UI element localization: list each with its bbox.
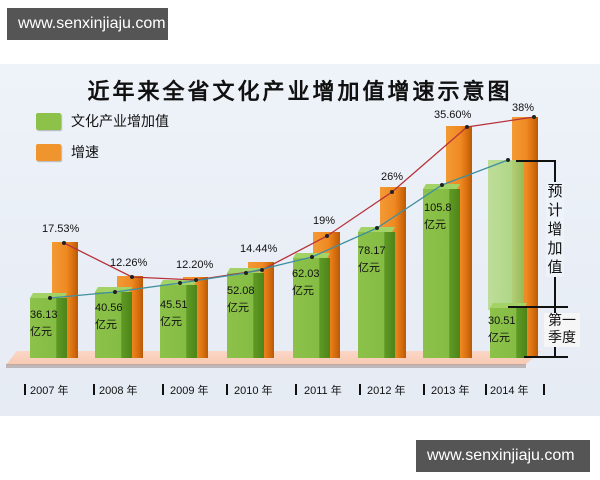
growth-line (63, 116, 535, 281)
projected-char: 增 (547, 220, 563, 238)
value-unit: 亿元 (30, 326, 52, 338)
value-bar-2008 (95, 292, 132, 358)
axis-tick (485, 384, 487, 395)
q1-label: 第一 季度 (544, 313, 580, 347)
watermark-bottom: www.senxinjiaju.com (416, 440, 590, 472)
value-number: 62.03 (292, 268, 320, 280)
value-number: 30.51 (488, 315, 516, 327)
value-label-2007: 36.13 亿元 (30, 307, 58, 341)
chart-title: 近年来全省文化产业增加值增速示意图 (87, 80, 513, 105)
chart-floor-shadow (6, 364, 526, 368)
value-unit: 亿元 (358, 262, 380, 274)
value-label-2011: 62.03 亿元 (292, 266, 320, 300)
axis-tick (162, 384, 164, 395)
growth-label-2014: 38% (512, 102, 535, 114)
watermark-top: www.senxinjiaju.com (7, 8, 168, 40)
value-bar-top-2008 (95, 287, 132, 292)
axis-tick (93, 384, 95, 395)
growth-label-2011: 19% (313, 215, 336, 227)
value-unit: 亿元 (424, 219, 446, 231)
growth-label-2010: 14.44% (240, 243, 278, 255)
value-unit: 亿元 (292, 285, 314, 297)
x-label-2008: 2008 年 (99, 385, 138, 397)
bracket-top (516, 160, 556, 162)
x-label-2009: 2009 年 (170, 385, 209, 397)
value-label-2013: 105.8 亿元 (424, 200, 452, 234)
projected-char: 加 (547, 239, 563, 257)
value-bar-top-2010 (227, 268, 264, 273)
growth-label-2013: 35.60% (434, 109, 472, 121)
q1-line1: 第一 (548, 313, 576, 329)
value-bar-2010 (227, 273, 264, 358)
value-bar-2007 (30, 298, 67, 358)
value-label-2014: 30.51 亿元 (488, 313, 516, 347)
axis-tick (543, 384, 545, 395)
bracket-bottom (524, 356, 568, 358)
trend-lines (48, 115, 536, 300)
value-number: 78.17 (358, 245, 386, 257)
x-label-2011: 2011 年 (304, 385, 342, 397)
value-unit: 亿元 (227, 302, 249, 314)
x-label-2012: 2012 年 (367, 385, 406, 397)
growth-label-2008: 12.26% (110, 257, 148, 269)
axis-tick (295, 384, 297, 395)
q1-line2: 季度 (548, 330, 576, 346)
value-unit: 亿元 (488, 332, 510, 344)
legend-item-growth: 增速 (36, 143, 99, 161)
axis-tick (24, 384, 26, 395)
value-unit: 亿元 (160, 316, 182, 328)
axis-tick (423, 384, 425, 395)
value-bar-2013 (423, 189, 460, 358)
value-number: 52.08 (227, 285, 255, 297)
legend-label: 增速 (71, 145, 99, 161)
value-bar-2012 (358, 232, 395, 358)
value-number: 40.56 (95, 302, 123, 314)
legend-swatch-orange (36, 143, 61, 161)
growth-label-2012: 26% (381, 171, 404, 183)
x-label-2014: 2014 年 (490, 385, 529, 397)
value-label-2008: 40.56 亿元 (95, 300, 123, 334)
value-label-2010: 52.08 亿元 (227, 283, 255, 317)
axis-tick (359, 384, 361, 395)
value-bar-top-2014 (490, 303, 527, 308)
x-label-2013: 2013 年 (431, 385, 470, 397)
x-label-2010: 2010 年 (234, 385, 273, 397)
value-line (49, 159, 509, 299)
growth-label-2007: 17.53% (42, 223, 80, 235)
value-label-2012: 78.17 亿元 (358, 243, 386, 277)
legend-label: 文化产业增加值 (71, 114, 169, 130)
value-number: 45.51 (160, 299, 188, 311)
value-bar-2011 (293, 258, 330, 358)
legend-item-value: 文化产业增加值 (36, 112, 169, 130)
projected-label: 预 计 增 加 值 (546, 182, 564, 277)
bracket-mid (508, 306, 568, 308)
projected-char: 值 (547, 258, 563, 276)
growth-label-2009: 12.20% (176, 259, 214, 271)
x-label-2007: 2007 年 (30, 385, 69, 397)
projected-char: 计 (547, 201, 563, 219)
projected-value-bar-2014 (488, 160, 524, 310)
axis-tick (226, 384, 228, 395)
chart-panel: 近年来全省文化产业增加值增速示意图 文化产业增加值 增速 (0, 64, 600, 416)
value-unit: 亿元 (95, 319, 117, 331)
legend-swatch-green (36, 112, 61, 130)
projected-char: 预 (547, 182, 563, 200)
value-bar-2014-q1 (490, 308, 527, 358)
value-bar-2009 (160, 285, 197, 358)
value-number: 36.13 (30, 309, 58, 321)
value-number: 105.8 (424, 202, 452, 214)
value-bar-top-2007 (30, 293, 67, 298)
value-label-2009: 45.51 亿元 (160, 297, 188, 331)
